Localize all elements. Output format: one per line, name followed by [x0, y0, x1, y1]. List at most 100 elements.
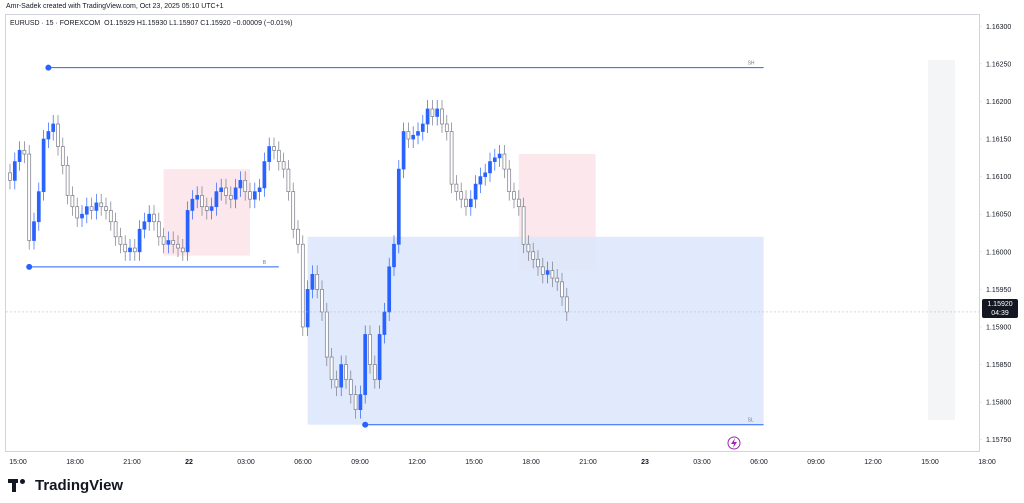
y-tick-label: 1.16250: [986, 61, 1011, 68]
lightning-icon-ring: [727, 436, 741, 450]
candle: [344, 364, 348, 380]
candle: [483, 172, 488, 177]
candle: [51, 123, 56, 132]
candle: [17, 149, 22, 162]
candle: [368, 334, 372, 365]
chart-frame: [5, 14, 980, 452]
candle: [12, 161, 17, 181]
y-tick-label: 1.15800: [986, 400, 1011, 407]
x-tick-label: 15:00: [9, 459, 27, 466]
symbol-name: EURUSD · 15 · FOREXCOM: [10, 20, 101, 27]
level-label-2: SL: [748, 418, 754, 424]
candle: [382, 311, 387, 335]
candle: [190, 198, 195, 211]
candle: [60, 146, 65, 166]
candle: [411, 134, 416, 140]
candle: [315, 273, 320, 290]
candle: [416, 131, 420, 136]
candle: [113, 221, 118, 238]
candle: [320, 289, 324, 313]
candle: [104, 206, 108, 211]
candle: [180, 247, 185, 253]
candle: [108, 210, 113, 223]
candle: [132, 247, 137, 253]
candle: [152, 213, 156, 223]
x-tick-label: 23: [641, 459, 649, 466]
candle: [507, 168, 512, 193]
candle: [257, 187, 262, 193]
candle: [478, 176, 483, 185]
blue-zone: [307, 236, 764, 425]
candle: [195, 195, 200, 200]
candle: [425, 108, 430, 125]
lightning-icon-bolt: [731, 438, 737, 448]
candle: [166, 240, 171, 245]
candle: [291, 191, 296, 230]
candle: [128, 247, 132, 253]
candle: [8, 172, 12, 181]
y-tick-label: 1.16150: [986, 137, 1011, 144]
candle: [512, 191, 516, 200]
candle: [545, 270, 550, 275]
candle: [156, 221, 161, 238]
candle: [449, 131, 454, 185]
y-tick-label: 1.16200: [986, 99, 1011, 106]
level-label-0: SH: [748, 61, 755, 67]
candle: [137, 228, 142, 253]
y-tick-label: 1.15950: [986, 287, 1011, 294]
candle: [324, 311, 329, 358]
candle: [224, 187, 228, 196]
candle: [243, 180, 248, 193]
x-tick-label: 09:00: [351, 459, 369, 466]
candle: [358, 394, 363, 411]
symbol-ohlc-line: EURUSD · 15 · FOREXCOM O1.15929 H1.15930…: [10, 20, 293, 27]
tradingview-logo-text: TradingView: [35, 477, 124, 494]
candle: [123, 243, 128, 253]
chart-attribution: Amr-Sadek created with TradingView.com, …: [6, 3, 224, 10]
candle: [430, 108, 435, 117]
candle: [84, 206, 89, 215]
tradingview-logo[interactable]: TradingView: [8, 477, 123, 494]
candle: [555, 277, 560, 283]
y-tick-label: 1.15850: [986, 362, 1011, 369]
candle: [387, 266, 392, 313]
candle: [99, 202, 104, 208]
candle: [454, 183, 459, 193]
candle: [219, 187, 224, 193]
y-tick-label: 1.15750: [986, 437, 1011, 444]
candle: [440, 108, 444, 125]
candle: [497, 153, 502, 159]
candle: [406, 131, 411, 140]
candle: [334, 379, 339, 388]
x-tick-label: 18:00: [978, 459, 996, 466]
y-tick-label: 1.16050: [986, 212, 1011, 219]
candle: [531, 251, 536, 260]
candle: [560, 281, 564, 298]
candle: [459, 191, 464, 200]
candle: [272, 146, 276, 151]
candle: [473, 183, 478, 200]
candle: [526, 243, 531, 253]
candle: [56, 123, 60, 147]
candle: [36, 191, 41, 223]
candle: [22, 149, 27, 155]
candle: [46, 131, 51, 140]
candle: [89, 206, 94, 211]
y-tick-label: 1.16100: [986, 174, 1011, 181]
candle: [401, 131, 406, 170]
x-tick-label: 03:00: [237, 459, 255, 466]
candle: [540, 266, 545, 275]
bar-countdown: 04:39: [991, 310, 1009, 317]
last-price-badge: 1.15920 04:39: [982, 299, 1018, 318]
candle: [41, 138, 46, 193]
lightning-icon: [727, 436, 741, 450]
candle: [176, 243, 180, 249]
candle: [147, 213, 152, 223]
x-tick-label: 21:00: [123, 459, 141, 466]
candle: [492, 157, 497, 162]
candle: [286, 168, 291, 193]
candle: [329, 356, 334, 380]
candle: [305, 289, 310, 328]
candle: [464, 198, 468, 208]
